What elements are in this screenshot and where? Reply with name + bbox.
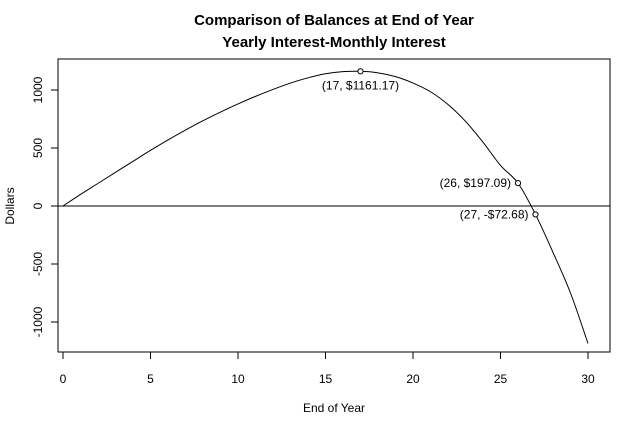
x-tick-label: 0: [60, 372, 67, 386]
y-tick-label: 500: [31, 138, 45, 158]
y-tick-label: 0: [31, 202, 45, 209]
x-tick-label: 30: [581, 372, 595, 386]
series-layer: [62, 70, 589, 344]
annotation-label: (27, -$72.68): [460, 207, 529, 221]
x-tick-label: 10: [231, 372, 245, 386]
y-tick-label: 1000: [31, 76, 45, 103]
x-tick-label: 20: [406, 372, 420, 386]
annotation-marker: [532, 211, 539, 218]
x-tick-label: 15: [319, 372, 333, 386]
annotation-label: (17, $1161.17): [322, 78, 399, 92]
annotation-label: (26, $197.09): [440, 176, 511, 190]
annotation-layer: (17, $1161.17) (26, $197.09) (27, -$72.68): [322, 68, 539, 221]
x-axis-label: End of Year: [303, 401, 365, 415]
chart-subtitle: Yearly Interest-Monthly Interest: [222, 34, 445, 51]
chart-title: Comparison of Balances at End of Year: [194, 12, 474, 29]
y-axis: -1000 -500 0 500 1000: [31, 76, 59, 337]
y-tick-label: -1000: [31, 306, 45, 337]
annotation-marker: [514, 180, 522, 187]
y-tick-label: -500: [31, 252, 45, 276]
balance-difference-line: [62, 70, 589, 344]
x-axis: 0 5 10 15 20 25 30: [60, 351, 595, 386]
annotation-marker: [357, 68, 364, 75]
x-tick-label: 25: [494, 372, 508, 386]
y-axis-label: Dollars: [3, 187, 17, 224]
x-tick-label: 5: [147, 372, 154, 386]
